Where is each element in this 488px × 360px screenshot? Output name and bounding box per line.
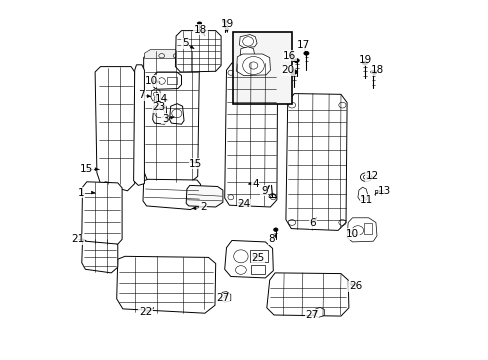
Text: 19: 19	[220, 19, 233, 30]
Text: 11: 11	[360, 195, 373, 205]
Text: 14: 14	[155, 94, 168, 104]
Polygon shape	[151, 89, 161, 102]
Text: 10: 10	[145, 76, 158, 86]
Polygon shape	[224, 63, 277, 207]
Polygon shape	[346, 218, 376, 242]
Text: 10: 10	[345, 229, 358, 239]
Text: 16: 16	[282, 51, 296, 61]
Bar	[232, 32, 292, 104]
Polygon shape	[95, 67, 134, 191]
Polygon shape	[117, 256, 215, 313]
Text: 15: 15	[80, 164, 93, 174]
Polygon shape	[236, 54, 270, 76]
Text: 4: 4	[251, 179, 258, 189]
Polygon shape	[100, 182, 115, 202]
Polygon shape	[142, 179, 200, 210]
Text: 1: 1	[77, 188, 84, 198]
Text: 13: 13	[378, 186, 391, 196]
Polygon shape	[144, 50, 199, 58]
Text: 9: 9	[261, 186, 267, 196]
Polygon shape	[240, 47, 254, 57]
Polygon shape	[239, 35, 257, 48]
Polygon shape	[153, 72, 181, 89]
Text: 24: 24	[237, 199, 250, 210]
Polygon shape	[142, 50, 199, 184]
Bar	[167, 77, 177, 84]
Polygon shape	[152, 104, 167, 124]
Polygon shape	[221, 292, 230, 302]
Text: 27: 27	[305, 310, 318, 320]
Text: 20: 20	[281, 65, 294, 75]
Text: 5: 5	[182, 38, 188, 48]
Polygon shape	[175, 31, 221, 72]
Text: 3: 3	[162, 114, 168, 124]
Text: 19: 19	[358, 55, 371, 66]
Text: 18: 18	[194, 24, 207, 35]
Text: 23: 23	[152, 102, 165, 112]
Text: 18: 18	[370, 65, 384, 75]
Polygon shape	[266, 273, 348, 316]
Polygon shape	[81, 238, 118, 273]
Text: 27: 27	[216, 293, 229, 303]
Text: 6: 6	[309, 218, 316, 228]
Polygon shape	[314, 307, 324, 318]
Polygon shape	[357, 187, 367, 201]
Ellipse shape	[303, 51, 308, 55]
Text: 21: 21	[71, 234, 84, 244]
Polygon shape	[186, 185, 223, 207]
Bar	[249, 250, 267, 262]
Text: 2: 2	[200, 202, 206, 212]
Text: 26: 26	[348, 281, 361, 291]
Polygon shape	[169, 104, 183, 124]
Polygon shape	[224, 240, 273, 278]
Bar	[363, 223, 371, 234]
Ellipse shape	[362, 61, 367, 65]
Ellipse shape	[294, 59, 299, 62]
Ellipse shape	[291, 70, 296, 74]
Text: 22: 22	[139, 307, 152, 318]
Text: 17: 17	[297, 40, 310, 50]
Ellipse shape	[197, 22, 201, 25]
Text: 12: 12	[365, 171, 378, 181]
Polygon shape	[81, 182, 122, 244]
Text: 15: 15	[189, 159, 202, 169]
Polygon shape	[285, 94, 346, 230]
Ellipse shape	[222, 20, 226, 23]
Bar	[250, 265, 265, 274]
Text: 8: 8	[267, 234, 274, 244]
Text: 25: 25	[251, 253, 264, 264]
Polygon shape	[133, 65, 144, 185]
Ellipse shape	[370, 70, 375, 74]
Ellipse shape	[273, 228, 277, 231]
Text: 7: 7	[138, 90, 145, 100]
